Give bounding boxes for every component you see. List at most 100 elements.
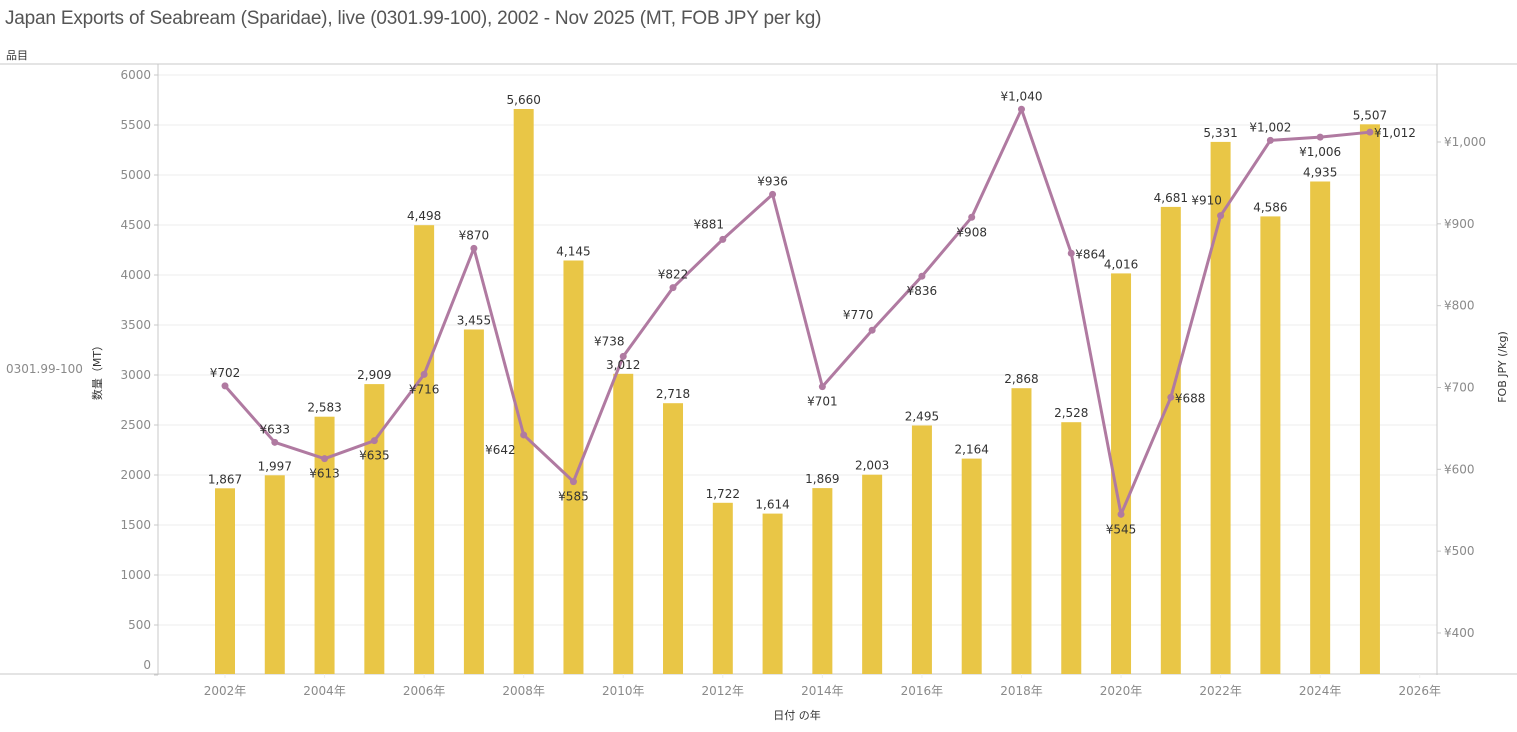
price-point[interactable] (818, 383, 826, 391)
y-right-tick-label: ¥400 (1444, 626, 1475, 640)
price-point[interactable] (719, 235, 727, 243)
y-left-tick-label: 0 (143, 658, 151, 672)
bar-value-label: 4,145 (556, 245, 590, 259)
price-point[interactable] (520, 431, 528, 439)
x-tick-label: 2016年 (901, 684, 944, 698)
price-value-label: ¥716 (409, 382, 440, 396)
x-tick-label: 2020年 (1100, 684, 1143, 698)
price-point[interactable] (470, 244, 478, 252)
y-axis-right-title: FOB JPY (/kg) (1496, 331, 1509, 403)
price-point[interactable] (1316, 133, 1324, 141)
price-value-label: ¥908 (956, 225, 987, 239)
bar[interactable] (563, 260, 584, 675)
bar[interactable] (1260, 216, 1281, 674)
bar-value-label: 5,331 (1203, 126, 1237, 140)
bar[interactable] (513, 109, 534, 674)
x-tick-label: 2010年 (602, 684, 645, 698)
y-left-tick-label: 4500 (120, 218, 151, 232)
y-right-tick-label: ¥800 (1444, 299, 1475, 313)
y-right-tick-label: ¥700 (1444, 380, 1475, 394)
y-right-tick-label: ¥600 (1444, 462, 1475, 476)
price-value-label: ¥910 (1191, 194, 1222, 208)
bar-value-label: 4,935 (1303, 166, 1337, 180)
price-point[interactable] (918, 272, 926, 280)
bar-value-label: 1,614 (755, 498, 789, 512)
y-left-tick-label: 5000 (120, 168, 151, 182)
price-point[interactable] (619, 352, 627, 360)
bar-value-label: 3,012 (606, 358, 640, 372)
price-point[interactable] (370, 437, 378, 445)
axes: 0 500 1000 1500 2000 2500 3000 3500 4000 4500 5000… (120, 68, 1486, 698)
x-tick-label: 2004年 (303, 684, 346, 698)
bar[interactable] (463, 329, 484, 675)
bar-value-label: 1,997 (258, 459, 292, 473)
bar-value-label: 2,528 (1054, 406, 1088, 420)
price-point[interactable] (1266, 136, 1274, 144)
bar[interactable] (911, 425, 932, 675)
bar[interactable] (663, 403, 684, 674)
data-labels: 1,867 1,997 2,583 2,909 4,498 3,455 5,660 4,145… (208, 89, 1416, 536)
bar[interactable] (712, 502, 733, 674)
bar[interactable] (1359, 124, 1380, 675)
row-header: 品目 (6, 49, 28, 62)
price-point[interactable] (321, 455, 329, 463)
bar-value-label: 3,455 (457, 314, 491, 328)
line-series (221, 105, 1374, 518)
x-tick-label: 2008年 (502, 684, 545, 698)
bar[interactable] (215, 488, 235, 674)
bar[interactable] (1011, 388, 1032, 674)
price-point[interactable] (221, 382, 229, 390)
bar-value-label: 1,869 (805, 472, 839, 486)
price-point[interactable] (968, 213, 976, 221)
price-point[interactable] (1366, 128, 1374, 136)
bar[interactable] (1061, 422, 1082, 674)
price-point[interactable] (1017, 105, 1025, 113)
price-point[interactable] (569, 478, 577, 486)
bar[interactable] (1111, 273, 1132, 674)
bar[interactable] (314, 416, 335, 674)
x-tick-label: 2024年 (1299, 684, 1342, 698)
price-value-label: ¥702 (210, 366, 241, 380)
price-point[interactable] (669, 284, 677, 292)
price-value-label: ¥613 (309, 467, 340, 481)
price-point[interactable] (1117, 510, 1125, 518)
bar[interactable] (812, 488, 833, 674)
bar-value-label: 2,909 (357, 368, 391, 382)
y-axis-left-title: 数量（MT） (91, 340, 104, 400)
bar[interactable] (613, 373, 634, 674)
price-point[interactable] (1167, 393, 1175, 401)
price-value-label: ¥642 (485, 443, 516, 457)
price-line (223, 107, 1371, 516)
price-value-label: ¥822 (658, 268, 689, 282)
price-point[interactable] (769, 190, 777, 198)
price-value-label: ¥688 (1175, 391, 1206, 405)
price-value-label: ¥635 (359, 449, 390, 463)
bar-value-label: 2,003 (855, 459, 889, 473)
bar-value-label: 4,498 (407, 209, 441, 223)
price-point[interactable] (1217, 212, 1225, 220)
price-point[interactable] (271, 438, 279, 446)
bar[interactable] (762, 513, 783, 674)
bar[interactable] (1160, 206, 1181, 674)
x-tick-label: 2012年 (702, 684, 745, 698)
bar-value-label: 4,681 (1154, 191, 1188, 205)
bar[interactable] (1310, 181, 1331, 675)
bar[interactable] (862, 474, 883, 674)
bar[interactable] (414, 225, 435, 674)
bar-series (215, 109, 1380, 675)
price-value-label: ¥881 (694, 217, 725, 231)
price-point[interactable] (420, 370, 428, 378)
y-left-tick-label: 500 (128, 618, 151, 632)
price-value-label: ¥1,006 (1299, 145, 1341, 159)
bar[interactable] (264, 475, 285, 674)
bar-value-label: 5,660 (507, 93, 541, 107)
bar-value-label: 1,722 (706, 487, 740, 501)
price-point[interactable] (868, 326, 876, 334)
bar[interactable] (364, 384, 385, 674)
bar-value-label: 5,507 (1353, 108, 1387, 122)
price-point[interactable] (1067, 249, 1075, 257)
bar[interactable] (961, 458, 982, 674)
price-value-label: ¥770 (843, 308, 874, 322)
bar[interactable] (1210, 141, 1231, 674)
y-right-tick-label: ¥900 (1444, 217, 1475, 231)
